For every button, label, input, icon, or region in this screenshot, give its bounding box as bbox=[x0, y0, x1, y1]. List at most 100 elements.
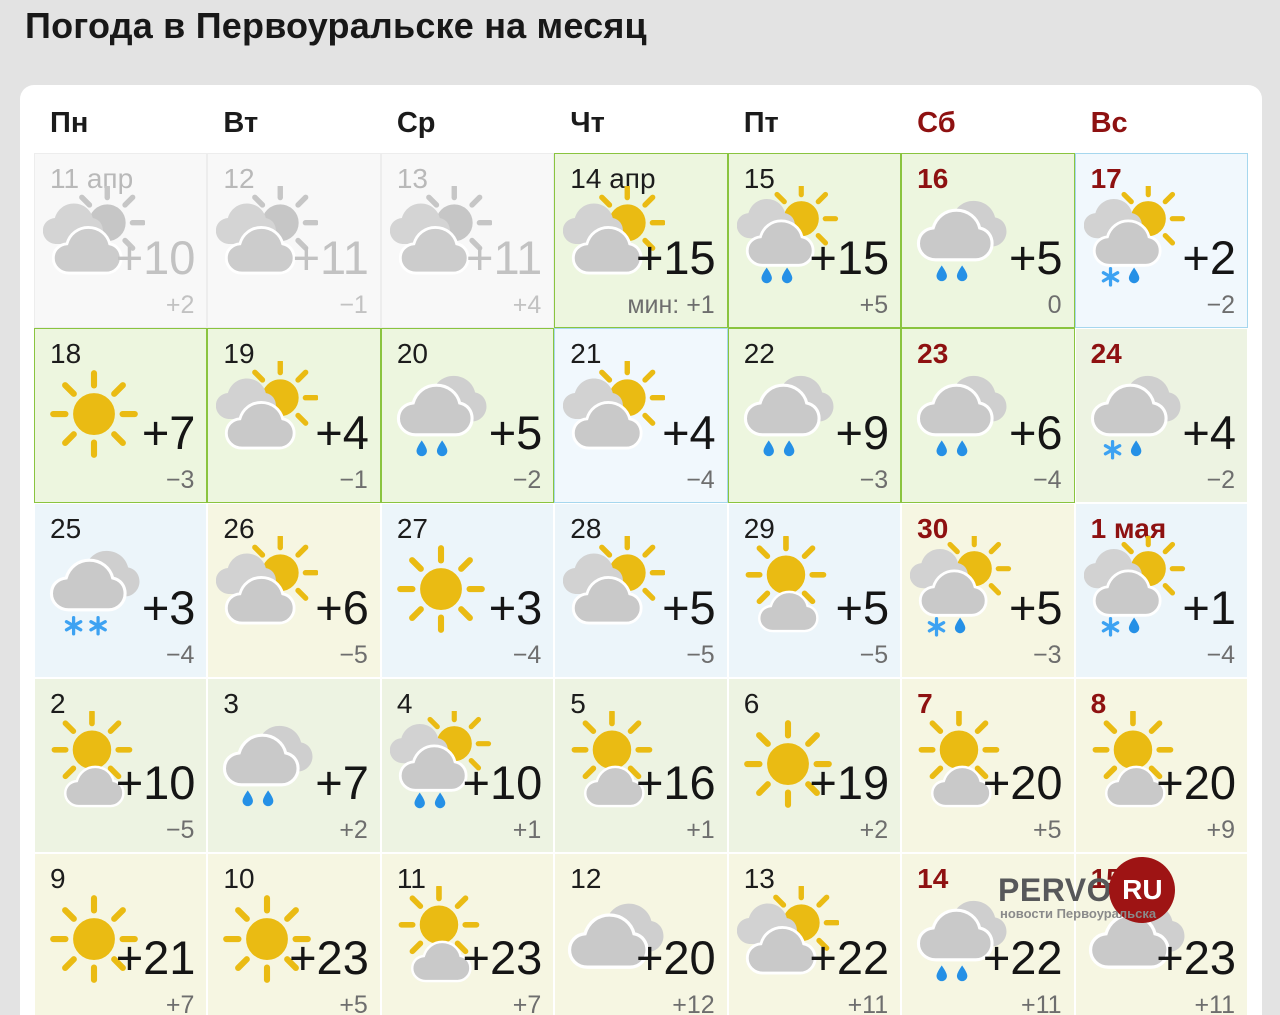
day-high-temp: +11 bbox=[292, 231, 369, 284]
day-cell[interactable]: 21 +4 −4 bbox=[554, 328, 728, 503]
day-cell[interactable]: 5 +16 +1 bbox=[554, 678, 728, 853]
day-cell[interactable]: 19 +4 −1 bbox=[207, 328, 381, 503]
day-low-temp: −1 bbox=[339, 291, 368, 319]
day-cell[interactable]: 9 +21 +7 bbox=[34, 853, 208, 1015]
day-high-temp: +2 bbox=[1182, 231, 1236, 284]
day-cell[interactable]: 25 +3 −4 bbox=[34, 503, 208, 678]
day-cell[interactable]: 12 +20 +12 bbox=[554, 853, 728, 1015]
day-cell[interactable]: 10 +23 +5 bbox=[207, 853, 381, 1015]
day-cell[interactable]: 18 +7 −3 bbox=[34, 328, 208, 503]
day-date: 7 bbox=[917, 688, 933, 719]
day-low-temp: −4 bbox=[165, 641, 195, 669]
weekday-label-Сб: Сб bbox=[917, 107, 956, 139]
day-low-temp: −4 bbox=[1206, 641, 1235, 669]
day-cell[interactable]: 24 +4 −2 bbox=[1074, 328, 1248, 503]
cloudy-rain-icon bbox=[737, 361, 839, 463]
day-cell[interactable]: 14 апр +15 мин: +1 bbox=[554, 153, 728, 328]
day-low-temp: −4 bbox=[512, 641, 542, 669]
day-date: 11 bbox=[396, 863, 426, 894]
day-date: 13 bbox=[743, 863, 775, 894]
day-low-temp: −2 bbox=[1206, 291, 1235, 319]
day-low-temp: +5 bbox=[339, 991, 368, 1015]
day-cell[interactable]: 7 +20 +5 bbox=[901, 678, 1075, 853]
day-high-temp: +23 bbox=[1156, 931, 1236, 984]
day-cell[interactable]: 17 +2 −2 bbox=[1074, 153, 1248, 328]
day-cell[interactable]: 15 +15 +5 bbox=[727, 153, 902, 328]
pervo-logo-text: PERVO. bbox=[998, 871, 1121, 908]
day-low-temp: +11 bbox=[1021, 991, 1062, 1015]
day-low-temp: +2 bbox=[859, 816, 889, 844]
day-high-temp: +4 bbox=[315, 406, 369, 459]
day-date: 2 bbox=[50, 688, 66, 719]
day-date: 13 bbox=[396, 163, 428, 194]
cloudy-rain-icon bbox=[910, 186, 1012, 288]
day-date: 9 bbox=[50, 863, 66, 894]
pervo-logo-row: PERVO. RU bbox=[998, 857, 1176, 923]
day-cell[interactable]: 23 +6 −4 bbox=[901, 328, 1075, 503]
day-cell[interactable]: 20 +5 −2 bbox=[380, 328, 555, 503]
day-low-temp: −5 bbox=[686, 641, 715, 669]
day-cell[interactable]: 13 +22 +11 bbox=[727, 853, 902, 1015]
day-high-temp: +5 bbox=[835, 581, 890, 634]
day-cell[interactable]: 8 +20 +9 bbox=[1074, 678, 1248, 853]
day-date: 1 мая bbox=[1090, 513, 1167, 544]
day-cell[interactable]: 16 +5 0 bbox=[901, 153, 1075, 328]
day-cell[interactable]: 2 +10 −5 bbox=[34, 678, 208, 853]
day-cell[interactable]: 3 +7 +2 bbox=[207, 678, 381, 853]
day-high-temp: +5 bbox=[488, 406, 543, 459]
day-date: 23 bbox=[917, 338, 949, 369]
day-cell[interactable]: 27 +3 −4 bbox=[380, 503, 555, 678]
day-cell[interactable]: 11 апр +10 +2 bbox=[34, 153, 208, 328]
cloudy-snow-rain-icon bbox=[1084, 361, 1186, 463]
day-high-temp: +10 bbox=[115, 231, 196, 284]
weekday-label-Вс: Вс bbox=[1090, 107, 1128, 139]
day-low-temp: −2 bbox=[1206, 466, 1235, 494]
day-low-temp: +5 bbox=[859, 291, 889, 319]
day-low-temp: 0 bbox=[1047, 291, 1062, 319]
sunny-icon bbox=[43, 361, 145, 463]
day-cell[interactable]: 4 +10 +1 bbox=[380, 678, 555, 853]
calendar-grid: 11 апр +10 +2 12 +11 −1 13 +11 +4 14 апр… bbox=[34, 153, 1248, 1015]
day-date: 17 bbox=[1090, 163, 1122, 194]
day-high-temp: +15 bbox=[809, 231, 890, 284]
day-cell[interactable]: 29 +5 −5 bbox=[727, 503, 902, 678]
day-date: 20 bbox=[396, 338, 428, 369]
pervo-logo[interactable]: PERVO. RU новости Первоуральска bbox=[998, 857, 1176, 923]
day-cell[interactable]: 26 +6 −5 bbox=[207, 503, 381, 678]
day-date: 12 bbox=[223, 163, 255, 194]
day-high-temp: +5 bbox=[662, 581, 716, 634]
day-date: 6 bbox=[743, 688, 760, 719]
day-high-temp: +22 bbox=[809, 931, 890, 984]
weekday-label-Чт: Чт bbox=[570, 107, 605, 139]
day-date: 15 bbox=[743, 163, 775, 194]
day-cell[interactable]: 13 +11 +4 bbox=[380, 153, 555, 328]
day-high-temp: +10 bbox=[462, 756, 543, 809]
day-date: 28 bbox=[570, 513, 602, 544]
cloudy-snow-icon bbox=[43, 536, 145, 638]
day-high-temp: +6 bbox=[315, 581, 369, 634]
day-low-temp: +11 bbox=[1194, 991, 1235, 1015]
day-high-temp: +20 bbox=[635, 931, 716, 984]
day-cell[interactable]: 11 +23 +7 bbox=[380, 853, 555, 1015]
day-cell[interactable]: 28 +5 −5 bbox=[554, 503, 728, 678]
day-cell[interactable]: 6 +19 +2 bbox=[727, 678, 902, 853]
day-cell[interactable]: 14 +22 +11 bbox=[901, 853, 1075, 1015]
day-low-temp: +12 bbox=[672, 991, 715, 1015]
day-high-temp: +16 bbox=[635, 756, 716, 809]
day-cell[interactable]: 12 +11 −1 bbox=[207, 153, 381, 328]
cloudy-rain-icon bbox=[216, 711, 318, 813]
day-cell[interactable]: 22 +9 −3 bbox=[727, 328, 902, 503]
day-cell[interactable]: 1 мая +1 −4 bbox=[1074, 503, 1248, 678]
day-high-temp: +21 bbox=[115, 931, 196, 984]
day-date: 25 bbox=[50, 513, 82, 544]
day-low-temp: −1 bbox=[339, 466, 368, 494]
day-date: 12 bbox=[570, 863, 602, 894]
day-low-temp: +2 bbox=[165, 291, 195, 319]
day-low-temp: +7 bbox=[512, 991, 542, 1015]
day-high-temp: +11 bbox=[466, 231, 543, 284]
day-low-temp: −2 bbox=[512, 466, 542, 494]
day-cell[interactable]: 15 +23 +11 bbox=[1074, 853, 1248, 1015]
day-low-temp: −4 bbox=[686, 466, 715, 494]
sun-above-cloud-icon bbox=[737, 536, 839, 638]
day-cell[interactable]: 30 +5 −3 bbox=[901, 503, 1075, 678]
